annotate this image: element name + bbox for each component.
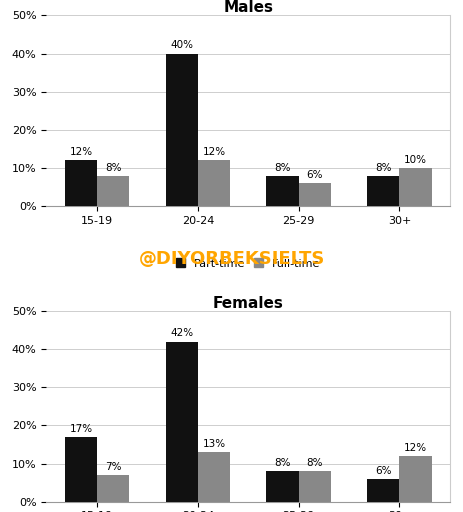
Text: 7%: 7%: [105, 462, 121, 472]
Text: 40%: 40%: [170, 40, 193, 51]
Bar: [266, 176, 298, 206]
Text: 12%: 12%: [403, 443, 426, 453]
Title: Males: Males: [223, 1, 273, 15]
Bar: [97, 176, 129, 206]
Text: 17%: 17%: [69, 424, 92, 434]
Bar: [197, 160, 230, 206]
Legend: Part-time, Full-time: Part-time, Full-time: [171, 254, 324, 273]
Title: Females: Females: [213, 296, 283, 311]
Bar: [97, 475, 129, 502]
Text: 8%: 8%: [274, 458, 290, 468]
Text: 10%: 10%: [403, 155, 426, 165]
Bar: [298, 471, 330, 502]
Bar: [65, 160, 97, 206]
Bar: [366, 176, 399, 206]
Text: 12%: 12%: [202, 147, 225, 157]
Bar: [399, 168, 431, 206]
Bar: [165, 54, 197, 206]
Bar: [366, 479, 399, 502]
Text: 8%: 8%: [306, 458, 322, 468]
Text: @DIYORBEKSIELTS: @DIYORBEKSIELTS: [138, 249, 325, 268]
Text: 8%: 8%: [274, 162, 290, 173]
Text: 42%: 42%: [170, 329, 193, 338]
Bar: [65, 437, 97, 502]
Text: 13%: 13%: [202, 439, 225, 449]
Bar: [399, 456, 431, 502]
Bar: [298, 183, 330, 206]
Bar: [266, 471, 298, 502]
Text: 12%: 12%: [69, 147, 92, 157]
Text: 6%: 6%: [374, 466, 391, 476]
Text: 8%: 8%: [105, 162, 121, 173]
Bar: [197, 452, 230, 502]
Text: 8%: 8%: [374, 162, 391, 173]
Text: 6%: 6%: [306, 170, 322, 180]
Bar: [165, 342, 197, 502]
